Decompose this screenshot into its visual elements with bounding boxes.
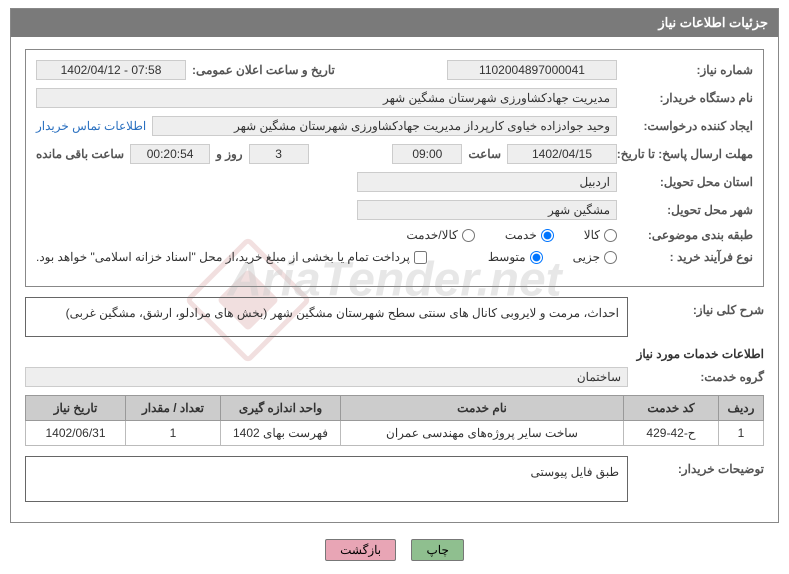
value-province: اردبیل xyxy=(357,172,617,192)
radio-minor-input[interactable] xyxy=(604,251,617,264)
label-buyer: نام دستگاه خریدار: xyxy=(623,91,753,105)
td-qty: 1 xyxy=(126,421,221,446)
label-buyer-notes: توضیحات خریدار: xyxy=(634,456,764,476)
table-row: 1 ح-42-429 ساخت سایر پروژه‌های مهندسی عم… xyxy=(26,421,764,446)
label-remain: ساعت باقی مانده xyxy=(36,147,124,161)
row-buyer: نام دستگاه خریدار: مدیریت جهادکشاورزی شه… xyxy=(36,88,753,108)
radio-service-label: خدمت xyxy=(505,228,537,242)
row-requester: ایجاد کننده درخواست: وحید جوادزاده خیاوی… xyxy=(36,116,753,136)
row-service-group: گروه خدمت: ساختمان xyxy=(25,367,764,387)
value-buyer: مدیریت جهادکشاورزی شهرستان مشگین شهر xyxy=(36,88,617,108)
td-row: 1 xyxy=(719,421,764,446)
value-buyer-notes: طبق فایل پیوستی xyxy=(25,456,628,502)
value-remain-days: 3 xyxy=(249,144,309,164)
label-announce-dt: تاریخ و ساعت اعلان عمومی: xyxy=(192,63,335,77)
value-deadline-time: 09:00 xyxy=(392,144,462,164)
contact-link[interactable]: اطلاعات تماس خریدار xyxy=(36,119,146,133)
table-header-row: ردیف کد خدمت نام خدمت واحد اندازه گیری ت… xyxy=(26,396,764,421)
info-block: شماره نیاز: 1102004897000041 تاریخ و ساع… xyxy=(25,49,764,287)
label-subject: طبقه بندی موضوعی: xyxy=(623,228,753,242)
label-province: استان محل تحویل: xyxy=(623,175,753,189)
td-date: 1402/06/31 xyxy=(26,421,126,446)
row-need-number: شماره نیاز: 1102004897000041 تاریخ و ساع… xyxy=(36,60,753,80)
label-time: ساعت xyxy=(468,147,501,161)
radio-medium[interactable]: متوسط xyxy=(488,250,543,264)
value-need-desc: احداث، مرمت و لایروبی کانال های سنتی سطح… xyxy=(25,297,628,337)
label-deadline: مهلت ارسال پاسخ: تا تاریخ: xyxy=(623,147,753,161)
td-code: ح-42-429 xyxy=(624,421,719,446)
value-remain-hms: 00:20:54 xyxy=(130,144,210,164)
value-need-number: 1102004897000041 xyxy=(447,60,617,80)
print-button[interactable]: چاپ xyxy=(411,539,463,561)
radio-medium-label: متوسط xyxy=(488,250,526,264)
radio-medium-input[interactable] xyxy=(530,251,543,264)
row-need-desc: شرح کلی نیاز: احداث، مرمت و لایروبی کانا… xyxy=(25,297,764,337)
label-need-desc: شرح کلی نیاز: xyxy=(634,297,764,317)
label-service-group: گروه خدمت: xyxy=(634,370,764,384)
payment-check[interactable]: پرداخت تمام یا بخشی از مبلغ خرید،از محل … xyxy=(36,250,427,264)
label-city: شهر محل تحویل: xyxy=(623,203,753,217)
radio-minor[interactable]: جزیی xyxy=(573,250,617,264)
td-unit: فهرست بهای 1402 xyxy=(221,421,341,446)
value-requester: وحید جوادزاده خیاوی کارپرداز مدیریت جهاد… xyxy=(152,116,617,136)
td-name: ساخت سایر پروژه‌های مهندسی عمران xyxy=(341,421,624,446)
th-date: تاریخ نیاز xyxy=(26,396,126,421)
action-bar: چاپ بازگشت xyxy=(0,531,789,569)
th-code: کد خدمت xyxy=(624,396,719,421)
radio-goods-service-label: کالا/خدمت xyxy=(406,228,457,242)
value-city: مشگین شهر xyxy=(357,200,617,220)
radio-service-input[interactable] xyxy=(541,229,554,242)
row-purchase: نوع فرآیند خرید : جزیی متوسط پرداخت تمام… xyxy=(36,250,753,264)
row-subject: طبقه بندی موضوعی: کالا خدمت کالا/خدمت xyxy=(36,228,753,242)
radio-service[interactable]: خدمت xyxy=(505,228,554,242)
payment-check-input[interactable] xyxy=(414,251,427,264)
row-province: استان محل تحویل: اردبیل xyxy=(36,172,753,192)
services-info-title: اطلاعات خدمات مورد نیاز xyxy=(25,347,764,361)
th-row: ردیف xyxy=(719,396,764,421)
value-service-group: ساختمان xyxy=(25,367,628,387)
main-panel: جزئیات اطلاعات نیاز AriaTender.net شماره… xyxy=(10,8,779,523)
th-unit: واحد اندازه گیری xyxy=(221,396,341,421)
radio-goods-service-input[interactable] xyxy=(462,229,475,242)
value-announce-dt: 1402/04/12 - 07:58 xyxy=(36,60,186,80)
back-button[interactable]: بازگشت xyxy=(325,539,396,561)
th-name: نام خدمت xyxy=(341,396,624,421)
panel-title: جزئیات اطلاعات نیاز xyxy=(11,9,778,37)
label-need-number: شماره نیاز: xyxy=(623,63,753,77)
radio-goods-label: کالا xyxy=(584,228,600,242)
row-city: شهر محل تحویل: مشگین شهر xyxy=(36,200,753,220)
radio-minor-label: جزیی xyxy=(573,250,600,264)
value-deadline-date: 1402/04/15 xyxy=(507,144,617,164)
row-deadline: مهلت ارسال پاسخ: تا تاریخ: 1402/04/15 سا… xyxy=(36,144,753,164)
radio-goods-input[interactable] xyxy=(604,229,617,242)
row-buyer-notes: توضیحات خریدار: طبق فایل پیوستی xyxy=(25,456,764,502)
services-table: ردیف کد خدمت نام خدمت واحد اندازه گیری ت… xyxy=(25,395,764,446)
radio-goods[interactable]: کالا xyxy=(584,228,617,242)
label-days-and: روز و xyxy=(216,147,243,161)
label-requester: ایجاد کننده درخواست: xyxy=(623,119,753,133)
th-qty: تعداد / مقدار xyxy=(126,396,221,421)
payment-check-label: پرداخت تمام یا بخشی از مبلغ خرید،از محل … xyxy=(36,250,410,264)
label-purchase: نوع فرآیند خرید : xyxy=(623,250,753,264)
radio-goods-service[interactable]: کالا/خدمت xyxy=(406,228,474,242)
panel-body: AriaTender.net شماره نیاز: 1102004897000… xyxy=(11,37,778,522)
